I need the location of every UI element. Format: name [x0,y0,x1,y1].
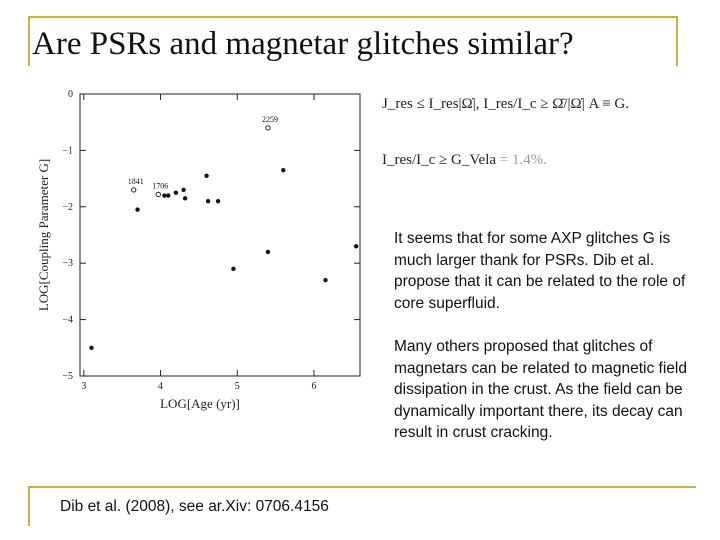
y-tick-label: −5 [62,371,73,382]
x-tick-label: 4 [158,381,163,392]
data-point [173,190,179,195]
slide-title: Are PSRs and magnetar glitches similar? [32,26,574,62]
data-point [204,173,209,178]
plot-frame [79,93,361,377]
point-label: 1706 [152,181,168,190]
y-tick-label: −1 [62,145,73,156]
x-tick-label: 3 [81,381,86,392]
data-point [166,193,171,198]
frame-top-line [28,16,678,18]
paragraph-magnetar-glitches: Many others proposed that glitches of ma… [394,338,687,441]
x-tick-label: 5 [235,381,240,392]
y-tick-label: −2 [62,202,73,213]
data-point [182,196,188,201]
formula-vela-value: = 1.4%. [496,152,547,168]
formula-block: J_res ≤ I_res|Ω̇|, I_res/I_c ≥ Ω̄/|Ω̇| A… [378,92,629,202]
x-tick-label: 6 [311,381,316,392]
formula-vela: I_res/I_c ≥ G_Vela = 1.4%. [382,152,547,169]
data-point-open [155,191,161,198]
data-point [181,187,186,193]
x-axis-label: LOG[Age (yr)] [160,396,240,411]
data-point [353,244,359,249]
point-label: 1841 [128,177,144,186]
formula-glitch-criterion: J_res ≤ I_res|Ω̇|, I_res/I_c ≥ Ω̄/|Ω̇| A… [382,96,630,112]
y-tick-label: −3 [62,258,73,269]
point-label: 2259 [262,115,278,124]
scatter-chart: 3 4 5 6 0 −1 −2 −3 −4 −5 LOG[Age (yr)] LOG[Coupling… [36,89,361,411]
frame-left-line [28,16,30,66]
reference-citation: Dib et al. (2008), see ar.Xiv: 0706.4156 [60,498,329,515]
data-point [265,249,271,255]
y-axis-label: LOG[Coupling Parameter G] [36,159,51,311]
data-point [215,198,221,204]
paragraph-axp-glitches: It seems that for some AXP glitches G is… [394,230,686,312]
data-point [89,345,94,350]
data-point [323,277,328,283]
data-point-open [265,125,271,131]
data-point [281,167,286,173]
data-point [231,266,236,272]
data-point [162,193,167,198]
y-tick-label: 0 [68,89,73,100]
data-point-open [131,187,137,193]
frame-bottom-line [28,486,696,488]
y-tick-label: −4 [62,315,73,326]
frame-right-line [676,16,678,66]
data-point [205,198,211,204]
data-point [135,207,140,212]
formula-vela-main: I_res/I_c ≥ G_Vela [382,152,497,168]
frame-bottom-left-line [28,486,30,526]
